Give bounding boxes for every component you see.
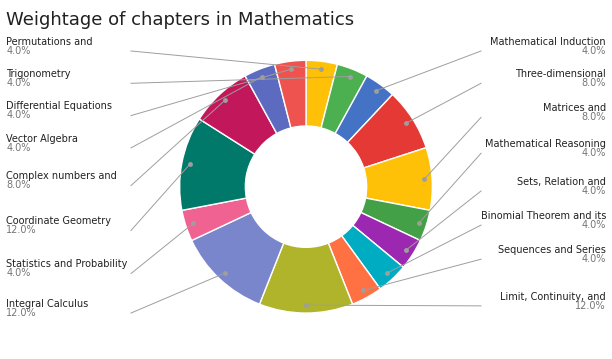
Wedge shape <box>341 225 403 289</box>
Wedge shape <box>182 198 251 241</box>
Text: 12.0%: 12.0% <box>575 300 606 311</box>
Wedge shape <box>192 213 284 304</box>
Text: Weightage of chapters in Mathematics: Weightage of chapters in Mathematics <box>6 11 354 29</box>
Text: Trigonometry: Trigonometry <box>6 69 70 79</box>
Wedge shape <box>328 236 380 304</box>
Wedge shape <box>200 76 277 154</box>
Wedge shape <box>180 119 255 210</box>
Text: 12.0%: 12.0% <box>6 225 37 235</box>
Wedge shape <box>335 76 392 143</box>
Text: 8.0%: 8.0% <box>581 78 606 88</box>
Text: 8.0%: 8.0% <box>6 180 31 190</box>
Text: Statistics and Probability: Statistics and Probability <box>6 259 127 269</box>
Text: 4.0%: 4.0% <box>581 46 606 56</box>
Wedge shape <box>306 60 337 128</box>
Text: Three-dimensional: Three-dimensional <box>515 69 606 79</box>
Text: Mathematical Reasoning: Mathematical Reasoning <box>485 139 606 149</box>
Wedge shape <box>348 94 426 168</box>
Text: Vector Algebra: Vector Algebra <box>6 134 78 144</box>
Text: Coordinate Geometry: Coordinate Geometry <box>6 216 111 226</box>
Text: Binomial Theorem and its: Binomial Theorem and its <box>480 211 606 221</box>
Text: 4.0%: 4.0% <box>581 220 606 230</box>
Wedge shape <box>321 64 367 134</box>
Text: Sequences and Series: Sequences and Series <box>498 245 606 255</box>
Text: 8.0%: 8.0% <box>581 112 606 122</box>
Wedge shape <box>361 198 430 241</box>
Wedge shape <box>245 64 291 134</box>
Text: 4.0%: 4.0% <box>581 186 606 196</box>
Text: Mathematical Induction: Mathematical Induction <box>490 37 606 47</box>
Text: Limit, Continuity, and: Limit, Continuity, and <box>500 292 606 302</box>
Text: 4.0%: 4.0% <box>6 143 31 153</box>
Wedge shape <box>364 148 432 210</box>
Text: Differential Equations: Differential Equations <box>6 101 112 111</box>
Text: 4.0%: 4.0% <box>6 78 31 88</box>
Text: 4.0%: 4.0% <box>6 268 31 278</box>
Text: 4.0%: 4.0% <box>581 254 606 264</box>
Text: Integral Calculus: Integral Calculus <box>6 299 88 309</box>
Text: 12.0%: 12.0% <box>6 308 37 318</box>
Text: Matrices and: Matrices and <box>543 103 606 113</box>
Text: 4.0%: 4.0% <box>6 110 31 120</box>
Wedge shape <box>259 243 353 313</box>
Text: Permutations and: Permutations and <box>6 37 92 47</box>
Text: 4.0%: 4.0% <box>581 148 606 158</box>
Wedge shape <box>353 213 420 267</box>
Text: Complex numbers and: Complex numbers and <box>6 171 117 181</box>
Text: 4.0%: 4.0% <box>6 46 31 56</box>
Wedge shape <box>275 60 306 128</box>
Text: Sets, Relation and: Sets, Relation and <box>517 177 606 187</box>
